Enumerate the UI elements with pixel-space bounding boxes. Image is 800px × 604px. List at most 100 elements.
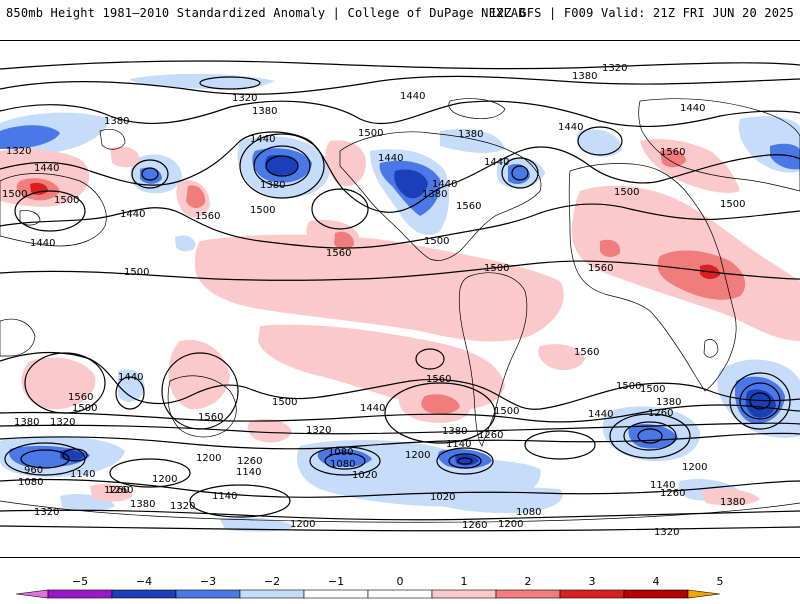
contour-label: 1320 (602, 63, 627, 74)
colorbar-tick-label: −3 (200, 575, 216, 588)
contour-label: 1440 (400, 91, 425, 102)
contour-label: 1080 (18, 477, 43, 488)
colorbar-swatch (495, 589, 561, 599)
contour-label: 1440 (120, 209, 145, 220)
contour-label: 1560 (588, 263, 613, 274)
contour-label: 1560 (574, 347, 599, 358)
contour-label: 1560 (426, 374, 451, 385)
contour-label: 1140 (212, 491, 237, 502)
contour-label: 1140 (446, 439, 471, 450)
map-title: 850mb Height 1981–2010 Standardized Anom… (6, 6, 526, 20)
contour-label: 1200 (405, 450, 430, 461)
contour-label: 1380 (458, 129, 483, 140)
contour-label: 1320 (170, 501, 195, 512)
contour-label: 960 (24, 465, 43, 476)
colorbar-swatch (623, 589, 689, 599)
contour-label: 1500 (2, 189, 27, 200)
contour-label: 1020 (430, 492, 455, 503)
contour-label: 1500 (424, 236, 449, 247)
contour-label: 1500 (720, 199, 745, 210)
contour-label: 1500 (54, 195, 79, 206)
contour-label: 1560 (198, 412, 223, 423)
contour-label: 1500 (272, 397, 297, 408)
contour-label: 1380 (656, 397, 681, 408)
contour-label: 1320 (654, 527, 679, 538)
colorbar-tick-label: 0 (397, 575, 404, 588)
contour-label: 1260 (108, 485, 133, 496)
contour-label: 1200 (290, 519, 315, 530)
colorbar-ticks: −5 −4 −3 −2 −1 0 1 2 3 4 5 (72, 575, 724, 588)
contour-label: 1140 (236, 467, 261, 478)
colorbar-swatch (111, 589, 177, 599)
colorbar-swatches (15, 589, 721, 599)
contour-label-group: 1320 1380 1320 1440 1380 1380 1440 1500 … (2, 63, 745, 538)
contour-label: 1440 (680, 103, 705, 114)
contour-label: 1380 (422, 189, 447, 200)
colorbar-swatch (367, 589, 433, 599)
contour-label: 1500 (484, 263, 509, 274)
colorbar: −5 −4 −3 −2 −1 0 1 2 3 4 5 (0, 558, 800, 600)
contour-label: 1500 (640, 384, 665, 395)
strong-negative-anomaly-shading (0, 125, 800, 469)
contour-label: 1200 (498, 519, 523, 530)
colorbar-swatch (687, 589, 721, 599)
contour-label: 1500 (616, 381, 641, 392)
contour-label: 1380 (104, 116, 129, 127)
contour-label: 1380 (442, 426, 467, 437)
colorbar-tick-label: 1 (461, 575, 468, 588)
colorbar-tick-label: 2 (525, 575, 532, 588)
colorbar-tick-label: −2 (264, 575, 280, 588)
contour-label: 1380 (260, 180, 285, 191)
contour-label: 1320 (6, 146, 31, 157)
contour-label: 1380 (720, 497, 745, 508)
contour-label: 1440 (118, 372, 143, 383)
contour-label: 1560 (68, 392, 93, 403)
contour-label: 1440 (360, 403, 385, 414)
contour-label: 1320 (306, 425, 331, 436)
contour-label: 1440 (250, 134, 275, 145)
contour-label: 1200 (152, 474, 177, 485)
extreme-negative-anomaly-shading (60, 155, 776, 466)
contour-label: 1500 (250, 205, 275, 216)
contour-label: 1500 (614, 187, 639, 198)
contour-label: 1380 (14, 417, 39, 428)
colorbar-swatch (175, 589, 241, 599)
contour-label: 1080 (328, 447, 353, 458)
contour-label: 1440 (484, 157, 509, 168)
contour-label: 1380 (130, 499, 155, 510)
colorbar-tick-label: −1 (328, 575, 344, 588)
contour-label: 1440 (558, 122, 583, 133)
contour-label: 1560 (660, 147, 685, 158)
map-panel: 1320 1380 1320 1440 1380 1380 1440 1500 … (0, 40, 800, 558)
colorbar-tick-label: 3 (589, 575, 596, 588)
contour-label: 1320 (232, 93, 257, 104)
contour-label: 1260 (237, 456, 262, 467)
colorbar-swatch (559, 589, 625, 599)
contour-label: 1500 (494, 406, 519, 417)
contour-label: 1440 (588, 409, 613, 420)
contour-label: 1260 (648, 408, 673, 419)
contour-label: 1080 (330, 459, 355, 470)
colorbar-svg: −5 −4 −3 −2 −1 0 1 2 3 4 5 (15, 575, 724, 599)
contour-label: 1080 (516, 507, 541, 518)
contour-label: 1380 (572, 71, 597, 82)
height-contours (0, 60, 800, 532)
contour-label: 1140 (70, 469, 95, 480)
contour-label: 1020 (352, 470, 377, 481)
colorbar-swatch (303, 589, 369, 599)
colorbar-swatch (47, 589, 113, 599)
contour-label: 1260 (462, 520, 487, 531)
contour-label: 1200 (196, 453, 221, 464)
contour-label: 1260 (104, 485, 129, 496)
colorbar-tick-label: −4 (136, 575, 152, 588)
header: 850mb Height 1981–2010 Standardized Anom… (0, 0, 800, 40)
contour-label: 1260 (478, 430, 503, 441)
contour-label: 1500 (124, 267, 149, 278)
colorbar-tick-label: 5 (717, 575, 724, 588)
anomaly-map: 1320 1380 1320 1440 1380 1380 1440 1500 … (0, 60, 800, 538)
contour-label: 1440 (30, 238, 55, 249)
contour-label: 1560 (326, 248, 351, 259)
contour-label: 1320 (34, 507, 59, 518)
colorbar-tick-label: 4 (653, 575, 660, 588)
contour-label: 1440 (432, 179, 457, 190)
